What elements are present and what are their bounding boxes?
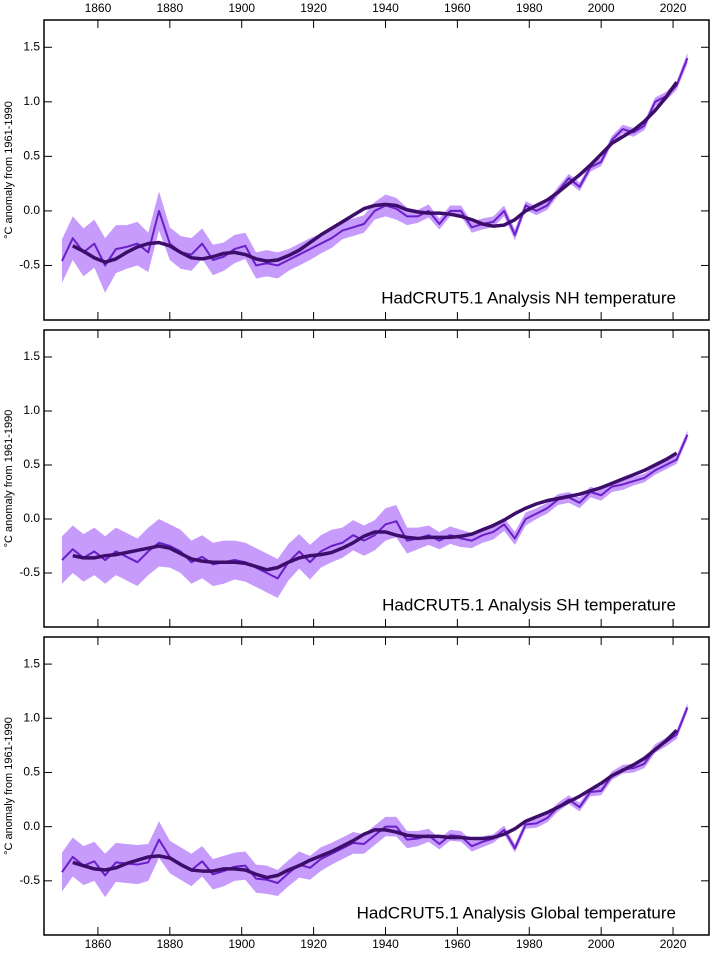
plot-frame bbox=[43, 636, 710, 936]
smoothed-line bbox=[72, 451, 678, 572]
y-tick-label: 1.5 bbox=[23, 349, 40, 363]
y-tick-label: 0.5 bbox=[23, 149, 40, 163]
uncertainty-band bbox=[61, 430, 688, 598]
x-tick-label: 1880 bbox=[156, 1, 183, 15]
x-tick-label: 1920 bbox=[300, 937, 327, 951]
y-tick-label: 1.0 bbox=[23, 94, 40, 108]
panel-title: HadCRUT5.1 Analysis NH temperature bbox=[381, 288, 676, 307]
annual-line bbox=[61, 434, 689, 580]
annual-line bbox=[61, 57, 689, 267]
y-tick-label: 0.0 bbox=[23, 203, 40, 217]
plot-area bbox=[61, 703, 689, 898]
x-tick-label: 2000 bbox=[588, 937, 615, 951]
x-tick-label: 1940 bbox=[372, 937, 399, 951]
panel-title: HadCRUT5.1 Analysis Global temperature bbox=[357, 903, 676, 922]
y-tick-label: -0.5 bbox=[19, 258, 40, 272]
y-tick-label: 1.0 bbox=[23, 403, 40, 417]
x-tick-label: 1900 bbox=[228, 1, 255, 15]
y-tick-label: -0.5 bbox=[19, 873, 40, 887]
y-axis-label: °C anomaly from 1961-1990 bbox=[3, 101, 15, 239]
plot-frame bbox=[43, 329, 710, 628]
x-tick-label: 1980 bbox=[516, 937, 543, 951]
x-tick-label: 2000 bbox=[588, 1, 615, 15]
y-tick-label: -0.5 bbox=[19, 565, 40, 579]
x-tick-label: 1940 bbox=[372, 1, 399, 15]
y-axis-label: °C anomaly from 1961-1990 bbox=[3, 717, 15, 855]
uncertainty-band bbox=[61, 703, 688, 898]
y-tick-label: 0.5 bbox=[23, 457, 40, 471]
x-tick-label: 2020 bbox=[660, 1, 687, 15]
y-tick-label: 1.5 bbox=[23, 656, 40, 670]
annual-line bbox=[61, 707, 689, 884]
y-axis-label: °C anomaly from 1961-1990 bbox=[3, 410, 15, 548]
y-tick-label: 0.0 bbox=[23, 819, 40, 833]
x-tick-label: 1920 bbox=[300, 1, 327, 15]
y-tick-label: 1.5 bbox=[23, 39, 40, 53]
x-tick-label: 1880 bbox=[156, 937, 183, 951]
x-tick-label: 1960 bbox=[444, 937, 471, 951]
x-tick-label: 2020 bbox=[660, 937, 687, 951]
smoothed-line bbox=[72, 728, 678, 880]
x-tick-label: 1960 bbox=[444, 1, 471, 15]
x-tick-label: 1860 bbox=[85, 1, 112, 15]
y-tick-label: 1.0 bbox=[23, 710, 40, 724]
x-tick-label: 1860 bbox=[85, 937, 112, 951]
plot-area bbox=[61, 430, 689, 598]
uncertainty-band bbox=[61, 52, 688, 293]
plot-frame bbox=[43, 19, 710, 321]
x-tick-label: 1980 bbox=[516, 1, 543, 15]
plot-area bbox=[61, 52, 689, 293]
x-tick-label: 1900 bbox=[228, 937, 255, 951]
y-tick-label: 0.0 bbox=[23, 511, 40, 525]
y-tick-label: 0.5 bbox=[23, 765, 40, 779]
smoothed-line bbox=[71, 81, 679, 264]
panel-title: HadCRUT5.1 Analysis SH temperature bbox=[382, 595, 676, 614]
